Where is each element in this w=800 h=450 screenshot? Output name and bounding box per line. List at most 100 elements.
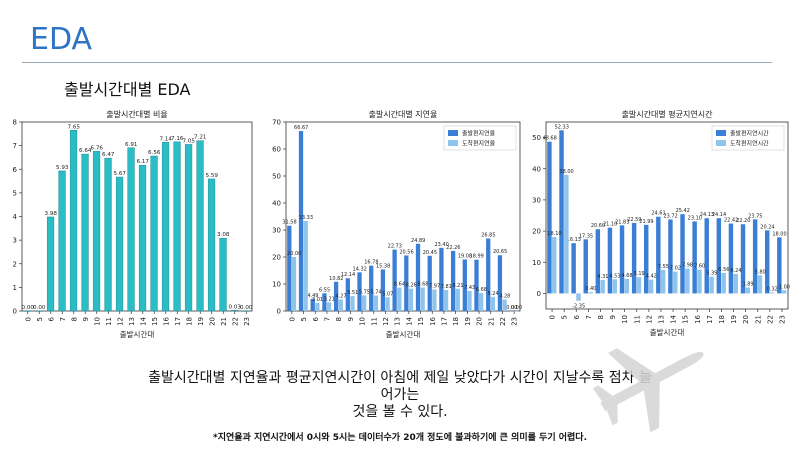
x-tick-label: 9: [347, 317, 355, 321]
x-tick-label: 5: [300, 317, 308, 321]
bar: [769, 292, 775, 294]
legend-swatch: [448, 140, 458, 146]
bar: [326, 302, 332, 311]
x-tick-label: 6: [312, 316, 320, 321]
data-label: 24.61: [651, 211, 665, 217]
chart-title: 출발시간대별 지연율: [369, 109, 438, 119]
x-tick-label: 18: [452, 317, 460, 326]
bar: [552, 237, 557, 294]
data-label: 20.56: [399, 249, 413, 255]
legend-swatch: [716, 140, 726, 146]
x-tick-label: 5: [36, 317, 44, 321]
x-tick-label: 19: [464, 317, 472, 326]
bar: [757, 275, 763, 294]
y-tick-label: 30: [532, 196, 541, 204]
data-label: 4.42: [646, 274, 657, 280]
data-label: 23.72: [663, 213, 677, 219]
data-label: 6.47: [102, 152, 115, 158]
bar: [150, 155, 158, 312]
data-label: 0.32: [767, 286, 778, 292]
bar: [497, 255, 503, 311]
bar: [404, 255, 409, 311]
summary-line-1: 출발시간대별 지연율과 평균지연시간이 아침에 제일 낮았다가 시간이 지날수록…: [148, 370, 652, 386]
data-label: 18.10: [547, 231, 561, 237]
bar: [479, 292, 484, 311]
x-tick-label: 0: [288, 317, 296, 321]
data-label: 4.49: [307, 293, 318, 299]
data-label: 0.00: [22, 305, 35, 311]
bar: [728, 223, 734, 294]
bar: [432, 289, 437, 311]
data-label: 20.45: [423, 250, 437, 256]
data-label: 5.59: [206, 173, 219, 179]
bar: [660, 269, 666, 294]
bar: [455, 288, 460, 311]
data-label: 1.89: [742, 282, 753, 288]
bar: [420, 287, 425, 311]
data-label: 7.98: [682, 263, 693, 269]
data-label: 7.65: [68, 124, 81, 130]
data-label: 3.01: [312, 297, 323, 303]
bar: [427, 255, 432, 311]
bar: [668, 219, 673, 294]
bar: [369, 265, 374, 311]
legend-label: 도착편지연시간: [730, 140, 769, 148]
y-tick-label: 60: [272, 146, 281, 154]
slide-title: EDA: [30, 22, 93, 57]
data-label: 3.08: [217, 232, 230, 238]
bar: [600, 279, 605, 294]
x-tick-label: 7: [59, 317, 67, 321]
x-tick-label: 13: [394, 317, 402, 326]
y-tick-label: 5: [13, 189, 17, 197]
x-axis-label: 출발시간대: [650, 327, 685, 337]
bar: [173, 141, 181, 312]
x-tick-label: 15: [682, 315, 690, 324]
bar: [415, 243, 421, 311]
data-label: 3.21: [324, 296, 335, 302]
data-label: 6.68: [476, 287, 487, 293]
bar: [636, 277, 642, 294]
bar: [322, 293, 327, 311]
bar: [765, 230, 770, 294]
x-tick-label: 9: [609, 315, 617, 319]
data-label: 4.68: [621, 273, 632, 279]
x-tick-label: 18: [718, 315, 726, 324]
x-tick-label: 15: [417, 317, 425, 326]
data-label: 5.74: [371, 290, 382, 296]
legend-label: 출발편지연율: [462, 130, 496, 138]
bar: [104, 157, 112, 312]
data-label: 20.24: [760, 224, 774, 230]
x-tick-label: 20: [208, 317, 216, 326]
airplane-watermark-icon: [592, 348, 704, 433]
data-label: 25.42: [676, 208, 690, 214]
section-title: 출발시간대별 EDA: [64, 80, 191, 99]
x-tick-label: 8: [597, 315, 605, 319]
bar: [397, 287, 402, 311]
bar: [564, 174, 569, 294]
x-tick-label: 21: [220, 317, 228, 326]
data-label: 6.56: [148, 150, 161, 156]
plot-frame: [545, 121, 789, 310]
legend-swatch: [448, 130, 458, 136]
x-tick-label: 16: [429, 316, 437, 325]
bar: [373, 295, 379, 311]
data-label: 16.78: [364, 260, 378, 266]
x-tick-label: 13: [128, 317, 136, 326]
x-tick-label: 12: [382, 317, 390, 326]
data-label: 7.43: [464, 285, 475, 291]
bar: [486, 238, 491, 311]
x-tick-label: 22: [499, 317, 507, 326]
y-tick-label: 8: [13, 119, 17, 127]
data-label: 7.60: [694, 264, 705, 270]
bar: [392, 249, 397, 311]
bar: [338, 299, 343, 311]
data-label: 5.19: [634, 271, 645, 277]
y-tick-label: 3: [13, 237, 17, 245]
data-label: 5.80: [755, 269, 766, 275]
bar: [716, 218, 722, 294]
bar: [502, 299, 507, 311]
x-tick-label: 7: [585, 315, 593, 319]
x-tick-label: 15: [151, 317, 159, 326]
bar: [58, 170, 66, 312]
